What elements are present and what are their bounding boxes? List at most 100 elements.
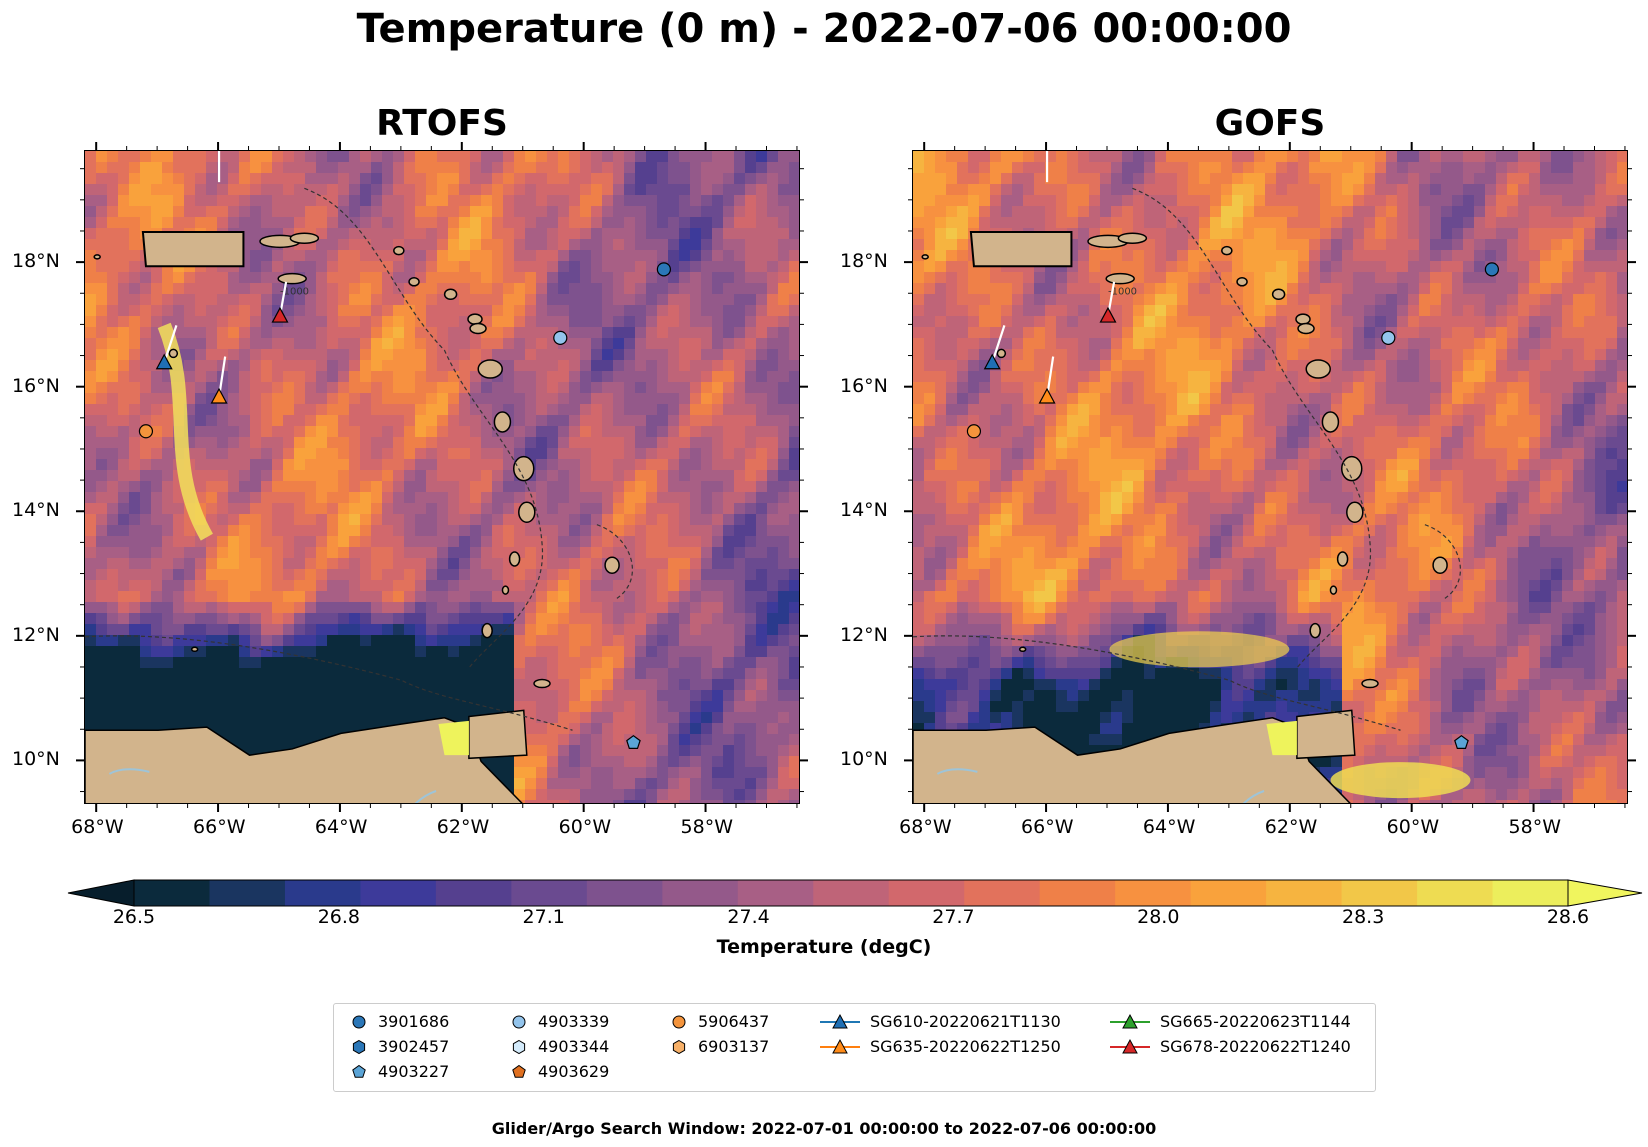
lat-tick-label: 16°N	[12, 374, 60, 397]
colorbar-segment	[586, 880, 663, 906]
island	[467, 313, 483, 325]
marker-SG678-20220622T1240	[1099, 306, 1117, 323]
island	[533, 678, 551, 689]
lon-tick-label: 68°W	[71, 816, 124, 838]
colorbar-segment	[1341, 880, 1418, 906]
colorbar-segment	[1039, 880, 1116, 906]
colorbar-extend-max	[1567, 879, 1643, 907]
hexagon-marker-icon	[352, 1039, 366, 1054]
search-window-note: Glider/Argo Search Window: 2022-07-01 00…	[491, 1119, 1157, 1138]
marker-4903227	[626, 734, 641, 750]
island	[190, 646, 199, 653]
legend-item: 3902457	[350, 1037, 449, 1056]
colorbar-segment	[284, 880, 362, 906]
triangle-marker-icon	[1110, 1013, 1150, 1028]
colorbar-segment	[737, 880, 814, 906]
legend-item: 6903137	[670, 1037, 769, 1056]
panel-title-rtofs: RTOFS	[376, 103, 508, 144]
legend-label: 6903137	[698, 1037, 770, 1056]
isobath-label: -1000	[280, 286, 309, 297]
lon-tick-label: 58°W	[680, 816, 734, 838]
lat-tick-label: 18°N	[12, 250, 60, 273]
lon-tick-label: 66°W	[193, 816, 246, 838]
colorbar-segment	[1190, 880, 1267, 906]
legend-label: SG610-20220621T1130	[870, 1012, 1061, 1031]
circle-marker-icon	[352, 1015, 366, 1028]
puerto-rico-land	[969, 230, 1073, 268]
south-america-land	[913, 717, 1351, 803]
south-america-land	[85, 717, 523, 803]
legend-label: 4903629	[538, 1062, 610, 1081]
marker-4903227	[1454, 734, 1469, 750]
island	[1295, 313, 1311, 325]
glider-track	[163, 325, 178, 364]
panel-title-gofs: GOFS	[1214, 103, 1326, 144]
island	[1018, 646, 1027, 653]
legend-item: SG665-20220623T1144	[1110, 1012, 1351, 1031]
legend-item: 5906437	[670, 1012, 769, 1031]
island	[508, 551, 521, 567]
island	[604, 556, 620, 574]
legend-item: 3901686	[350, 1012, 449, 1031]
colorbar-segment	[360, 880, 437, 906]
gulf-of-paria	[1266, 720, 1297, 756]
colorbar-tick-label: 28.6	[1546, 906, 1590, 928]
colorbar-segment	[511, 880, 588, 906]
legend-item: SG678-20220622T1240	[1110, 1037, 1351, 1056]
hexagon-marker-icon	[672, 1039, 686, 1054]
colorbar-tick-label: 28.0	[1137, 906, 1180, 928]
legend-item: 4903344	[510, 1037, 609, 1056]
island	[469, 322, 487, 335]
island	[1221, 245, 1233, 256]
colorbar-tick-label: 27.7	[932, 906, 975, 928]
temperature-field: -1000	[913, 151, 1627, 803]
pentagon-marker-icon	[352, 1064, 366, 1078]
island	[408, 277, 420, 287]
triangle-marker-icon	[820, 1038, 860, 1053]
marker-SG635-20220622T1250	[210, 387, 228, 404]
marker-4903339	[1381, 330, 1396, 345]
marker-SG635-20220622T1250	[1038, 387, 1056, 404]
colorbar-segment	[662, 880, 739, 906]
circle-marker-icon	[672, 1015, 686, 1028]
island	[1361, 678, 1379, 689]
marker-SG678-20220622T1240	[271, 306, 289, 323]
colorbar	[67, 879, 1643, 907]
island	[996, 348, 1007, 359]
lat-tick-label: 10°N	[840, 748, 888, 771]
island	[1340, 455, 1363, 482]
legend-item: SG610-20220621T1130	[820, 1012, 1061, 1031]
lon-tick-label: 68°W	[899, 816, 952, 838]
circle-marker-icon	[512, 1015, 526, 1028]
island	[501, 585, 510, 595]
legend-label: 4903339	[538, 1012, 610, 1031]
lon-tick-label: 62°W	[436, 816, 490, 838]
isobath-1000m	[304, 187, 543, 669]
island	[393, 245, 405, 256]
lon-tick-label: 60°W	[558, 816, 612, 838]
island	[1432, 556, 1448, 574]
lat-tick-label: 10°N	[12, 748, 60, 771]
island	[168, 348, 179, 359]
island	[518, 501, 536, 524]
colorbar-segment	[1492, 880, 1569, 906]
lat-tick-label: 16°N	[840, 374, 888, 397]
colorbar-segment	[1115, 880, 1192, 906]
island	[921, 254, 929, 260]
marker-SG610-20220621T1130	[155, 353, 173, 370]
island	[1321, 411, 1340, 433]
island	[493, 411, 512, 433]
puerto-rico-land	[141, 230, 245, 268]
colorbar-segment	[888, 880, 965, 906]
glider-track	[991, 325, 1006, 364]
colorbar-tick-label: 26.8	[317, 906, 360, 928]
lat-tick-label: 14°N	[12, 499, 60, 522]
legend-label: SG635-20220622T1250	[870, 1037, 1061, 1056]
isobath-shelf	[85, 635, 573, 731]
lon-tick-label: 62°W	[1264, 816, 1318, 838]
colorbar-tick-label: 28.3	[1341, 906, 1385, 928]
island	[1309, 622, 1321, 639]
lat-tick-label: 14°N	[840, 499, 888, 522]
legend: 3901686 3902457 4903227 4903339 4903344 49036…	[333, 1003, 1376, 1092]
colorbar-segment	[1417, 880, 1494, 906]
